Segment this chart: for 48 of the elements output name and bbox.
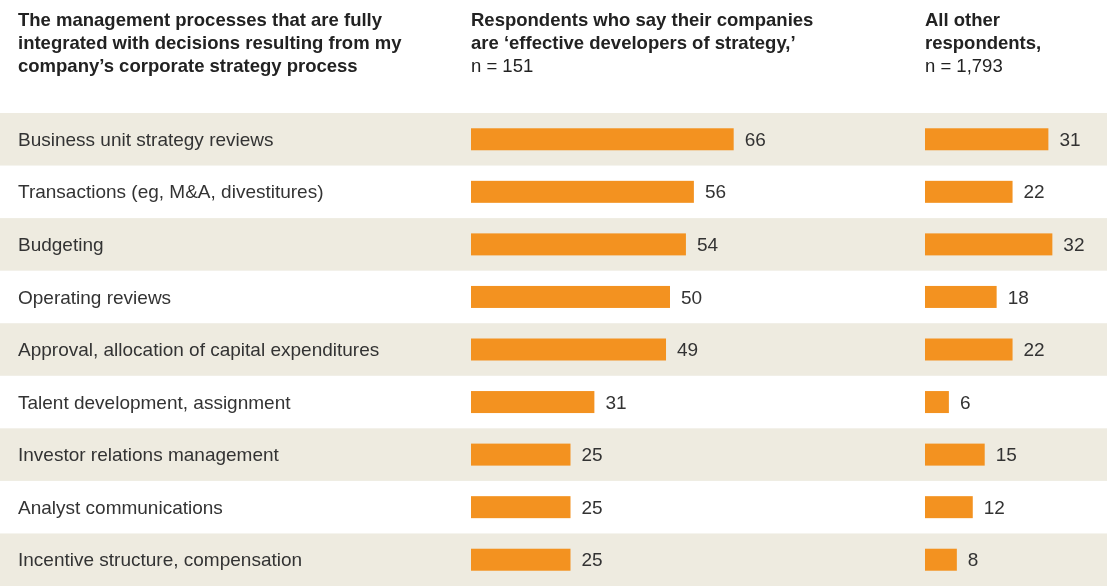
y-tick-label: Operating reviews — [18, 286, 172, 308]
y-tick-label: Investor relations management — [18, 444, 280, 466]
data-label: 8 — [967, 549, 979, 571]
bar — [471, 338, 667, 361]
y-tick-label: Talent development, assignment — [18, 391, 292, 413]
chart-subtitle: n = 1,793 — [925, 55, 1003, 76]
y-tick-label: Approval, allocation of capital expenditures — [18, 339, 380, 361]
bar — [925, 496, 973, 519]
data-label: 18 — [1007, 286, 1029, 308]
data-label: 25 — [581, 549, 603, 571]
data-label: 25 — [581, 444, 603, 466]
data-label: 12 — [983, 496, 1005, 518]
y-tick-label: Transactions (eg, M&A, divestitures) — [18, 181, 324, 203]
data-label: 22 — [1023, 181, 1045, 203]
y-tick-label: Incentive structure, compensation — [18, 549, 303, 571]
bar — [471, 391, 595, 414]
bar — [925, 233, 1053, 256]
data-label: 66 — [744, 128, 766, 150]
data-label: 31 — [1059, 128, 1081, 150]
data-label: 32 — [1063, 234, 1085, 256]
data-label: 22 — [1023, 339, 1045, 361]
bar — [925, 180, 1013, 203]
text: The management processes that are fully integrated with decisions resulting from my company’s corporate strategy process — [18, 9, 402, 76]
bar — [471, 233, 686, 256]
bar — [925, 285, 997, 308]
chart-subtitle: n = 151 — [471, 55, 534, 76]
bar — [925, 338, 1013, 361]
data-label: 25 — [581, 496, 603, 518]
bar — [471, 443, 571, 466]
bar — [925, 391, 949, 414]
data-label: 49 — [677, 339, 699, 361]
bar — [471, 285, 670, 308]
data-label: 54 — [696, 234, 719, 256]
y-tick-label: Budgeting — [18, 234, 104, 256]
bar — [471, 496, 571, 519]
data-label: 15 — [995, 444, 1017, 466]
bar — [471, 128, 734, 151]
y-tick-label: Business unit strategy reviews — [18, 128, 274, 150]
bar — [471, 548, 571, 571]
data-label: 31 — [605, 391, 627, 413]
data-label: 56 — [704, 181, 727, 203]
data-label: 6 — [959, 391, 971, 413]
bar — [925, 443, 985, 466]
bar — [925, 548, 957, 571]
data-label: 50 — [681, 286, 703, 308]
bar — [925, 128, 1049, 151]
bar — [471, 180, 694, 203]
y-tick-label: Analyst communications — [18, 496, 223, 518]
